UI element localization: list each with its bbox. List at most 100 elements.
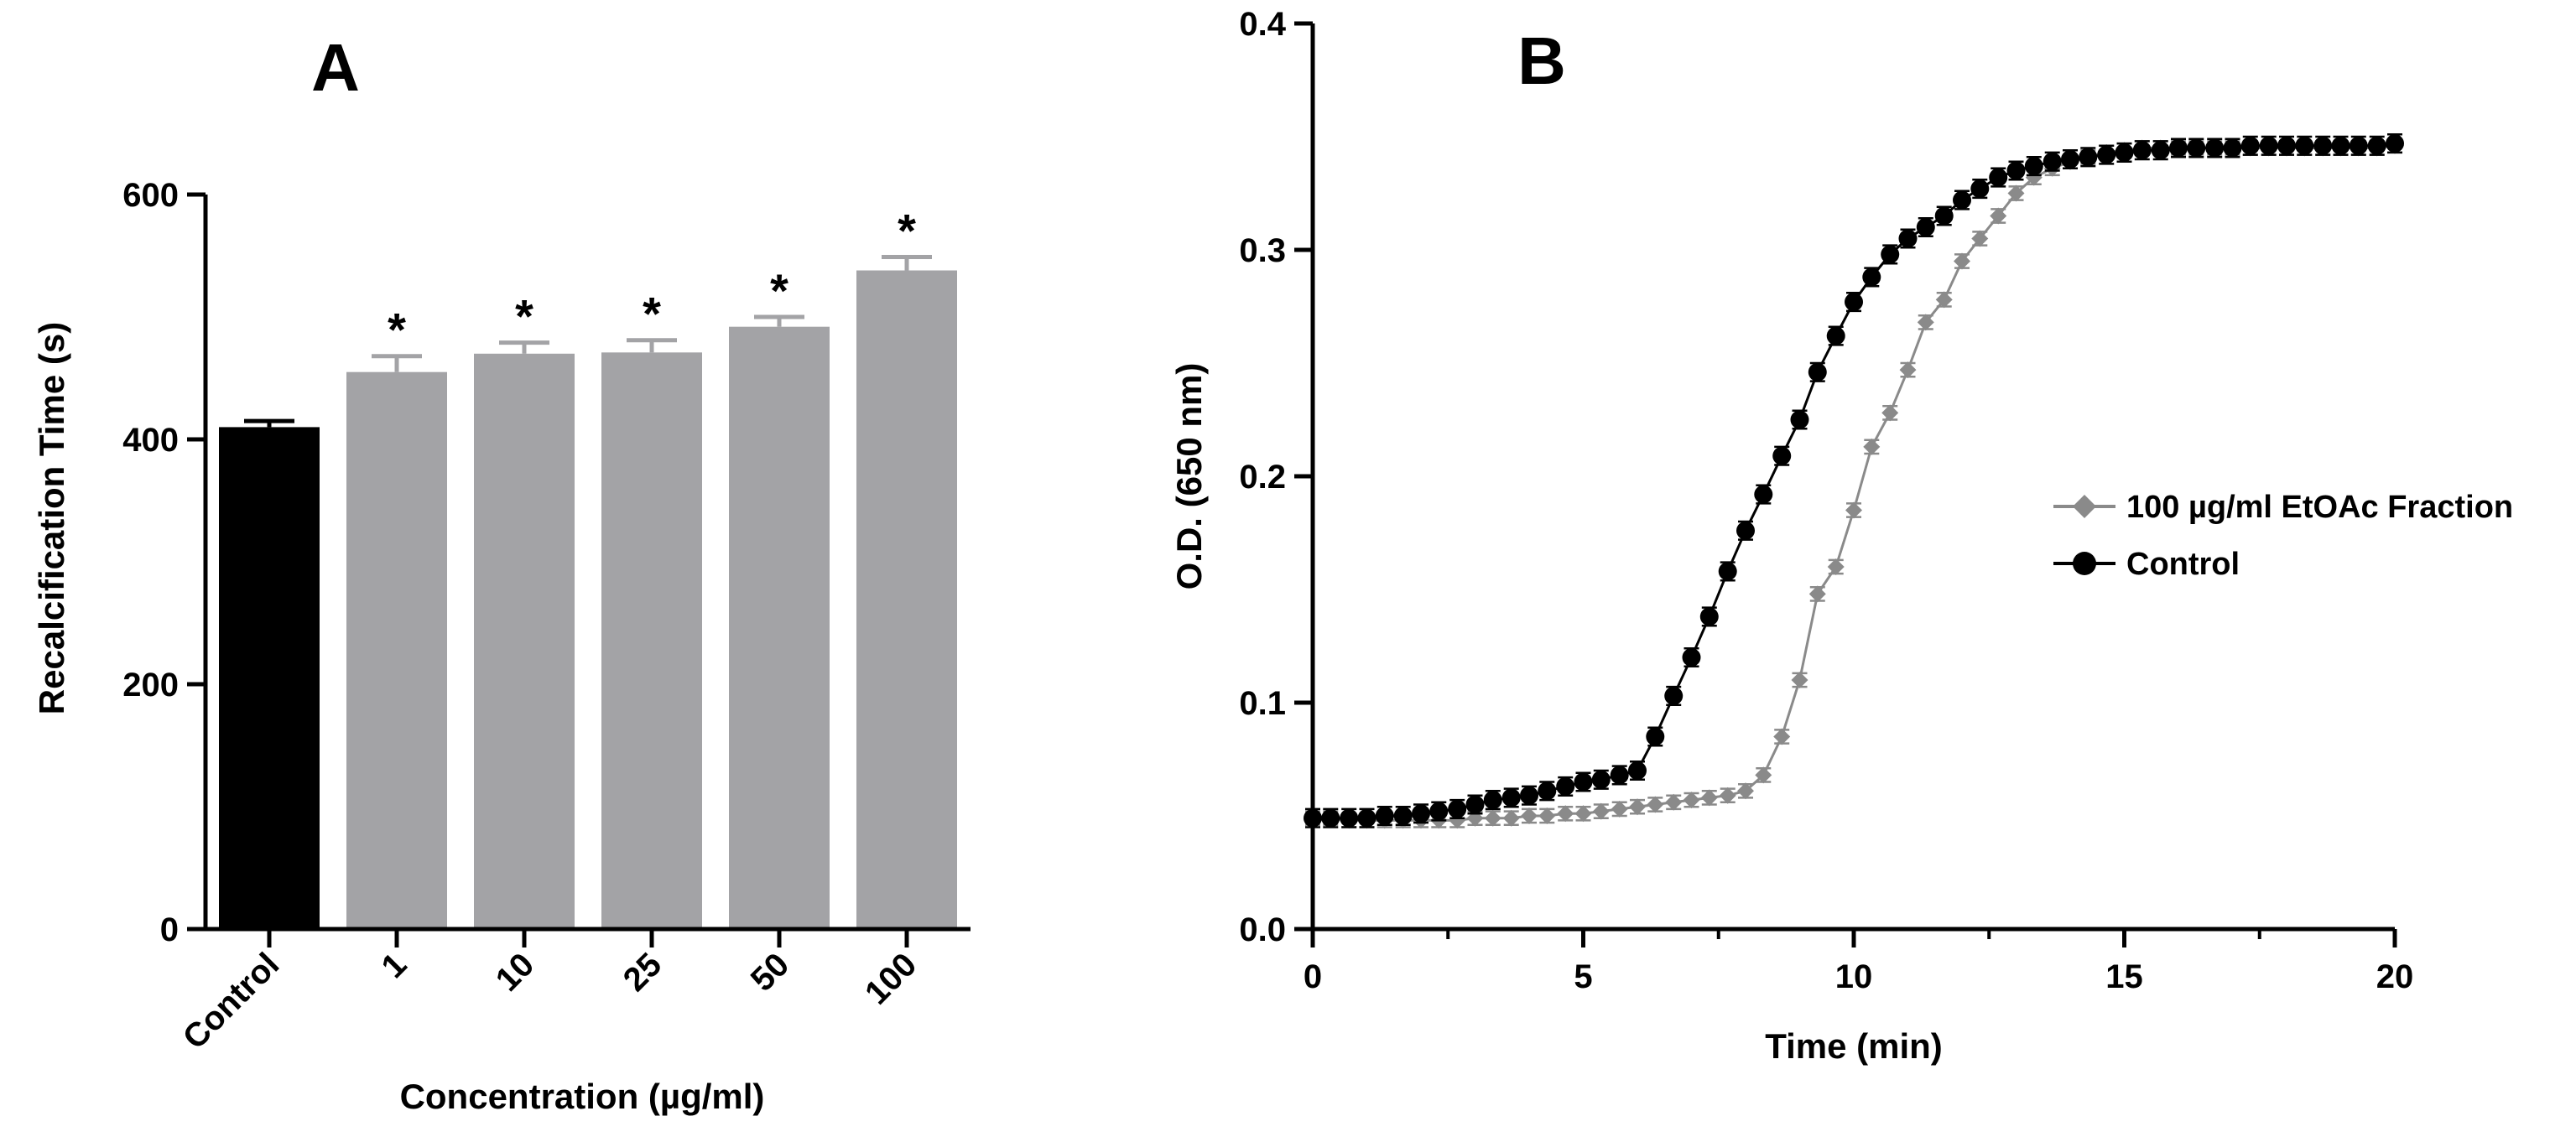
point-0-21: [1683, 792, 1700, 809]
point-1-60: [2386, 134, 2404, 153]
point-0-14: [1557, 805, 1574, 823]
x-tick-label-0: Control: [176, 946, 287, 1057]
point-0-37: [1971, 230, 1989, 247]
panel-b-x-ticks: 0 5 10 15 20: [1304, 929, 2413, 995]
point-0-34: [1917, 314, 1934, 331]
point-1-21: [1682, 648, 1701, 667]
point-1-55: [2295, 136, 2314, 155]
x-tick-label-2: 10: [489, 946, 542, 999]
point-1-30: [1845, 293, 1863, 312]
point-0-17: [1611, 800, 1628, 818]
legend-marker-diamond-icon: [2073, 495, 2096, 518]
significance-star-4: *: [770, 264, 788, 317]
panel-a-bar-chart: A Recalcification Time (s) Concentration…: [32, 30, 971, 1116]
point-1-26: [1772, 446, 1792, 465]
y-tick-label-0: 0: [160, 911, 179, 948]
point-1-13: [1538, 781, 1557, 801]
point-0-39: [2007, 184, 2025, 202]
point-1-11: [1501, 788, 1521, 807]
significance-star-5: *: [898, 204, 916, 257]
point-1-25: [1754, 485, 1773, 504]
bar-4: [729, 326, 830, 929]
y-tick-label-1: 200: [122, 667, 179, 703]
point-0-22: [1700, 789, 1718, 807]
point-1-8: [1448, 799, 1467, 818]
panel-b-series: [1304, 133, 2404, 829]
point-1-53: [2259, 136, 2278, 155]
panel-b-label: B: [1517, 23, 1566, 98]
point-1-9: [1465, 795, 1485, 814]
point-0-18: [1629, 798, 1646, 816]
point-1-39: [2006, 161, 2026, 180]
panel-a-x-ticks: Control 1 10 25 50 100: [176, 929, 924, 1057]
point-1-5: [1393, 807, 1413, 825]
point-1-31: [1862, 267, 1881, 287]
series-1: [1304, 133, 2404, 828]
point-1-7: [1429, 802, 1449, 821]
point-0-12: [1521, 807, 1538, 824]
point-1-42: [2061, 150, 2079, 169]
point-0-20: [1665, 793, 1683, 811]
panel-a-y-ticks: 0 200 400 600: [122, 177, 206, 948]
bar-3: [601, 352, 702, 930]
point-1-3: [1357, 808, 1376, 828]
point-1-29: [1826, 326, 1845, 345]
legend-item-control: Control: [2053, 547, 2240, 582]
y-tick-label-2: 400: [122, 422, 179, 459]
point-1-24: [1736, 521, 1755, 540]
x-tick-label-0: 0: [1304, 958, 1322, 995]
point-1-34: [1916, 218, 1935, 236]
y-tick-label-0: 0.0: [1239, 911, 1286, 948]
point-1-22: [1699, 607, 1719, 626]
bar-5: [856, 270, 957, 929]
point-0-27: [1791, 672, 1808, 688]
y-tick-label-3: 600: [122, 177, 179, 214]
point-1-48: [2169, 138, 2188, 158]
point-1-50: [2205, 138, 2225, 158]
legend-label-control: Control: [2126, 547, 2240, 582]
point-0-31: [1863, 438, 1881, 455]
point-1-35: [1934, 206, 1954, 226]
series-0: [1304, 137, 2403, 829]
point-1-36: [1953, 190, 1971, 210]
point-0-33: [1899, 361, 1917, 379]
point-0-36: [1954, 252, 1970, 270]
point-1-27: [1790, 410, 1809, 429]
y-tick-label-3: 0.3: [1239, 232, 1286, 269]
point-0-38: [1990, 207, 2007, 225]
panel-b-x-axis-title: Time (min): [1765, 1026, 1943, 1066]
x-tick-label-5: 100: [858, 946, 924, 1011]
point-0-30: [1845, 501, 1862, 519]
point-0-25: [1755, 766, 1772, 784]
bar-1: [346, 371, 447, 929]
panel-b-line-chart: B O.D. (650 nm) Time (min) 0.00.10.20.30…: [1169, 6, 2513, 1066]
point-1-1: [1321, 808, 1340, 828]
point-0-11: [1502, 809, 1520, 827]
point-1-17: [1610, 766, 1629, 785]
point-1-58: [2349, 136, 2368, 155]
series-line-0: [1313, 144, 2396, 822]
panel-a-label: A: [311, 30, 360, 105]
point-1-52: [2240, 136, 2260, 155]
point-1-45: [2115, 143, 2134, 162]
y-tick-label-2: 0.2: [1239, 459, 1286, 496]
significance-star-3: *: [643, 288, 661, 340]
point-1-46: [2132, 141, 2152, 160]
point-0-10: [1484, 809, 1501, 827]
point-1-40: [2024, 157, 2043, 176]
legend-item-etoac: 100 µg/ml EtOAc Fraction: [2053, 490, 2513, 525]
point-1-4: [1375, 807, 1394, 825]
significance-star-2: *: [515, 290, 533, 343]
point-1-28: [1808, 362, 1827, 382]
point-1-19: [1646, 727, 1665, 746]
point-1-47: [2151, 141, 2170, 160]
point-0-35: [1935, 291, 1953, 309]
legend-marker-circle-icon: [2073, 552, 2096, 575]
point-1-32: [1881, 245, 1900, 264]
point-1-43: [2079, 148, 2098, 167]
point-1-15: [1574, 772, 1593, 792]
point-1-14: [1556, 776, 1575, 796]
point-1-38: [1989, 168, 2008, 187]
point-1-6: [1412, 804, 1430, 823]
point-1-49: [2187, 138, 2206, 158]
